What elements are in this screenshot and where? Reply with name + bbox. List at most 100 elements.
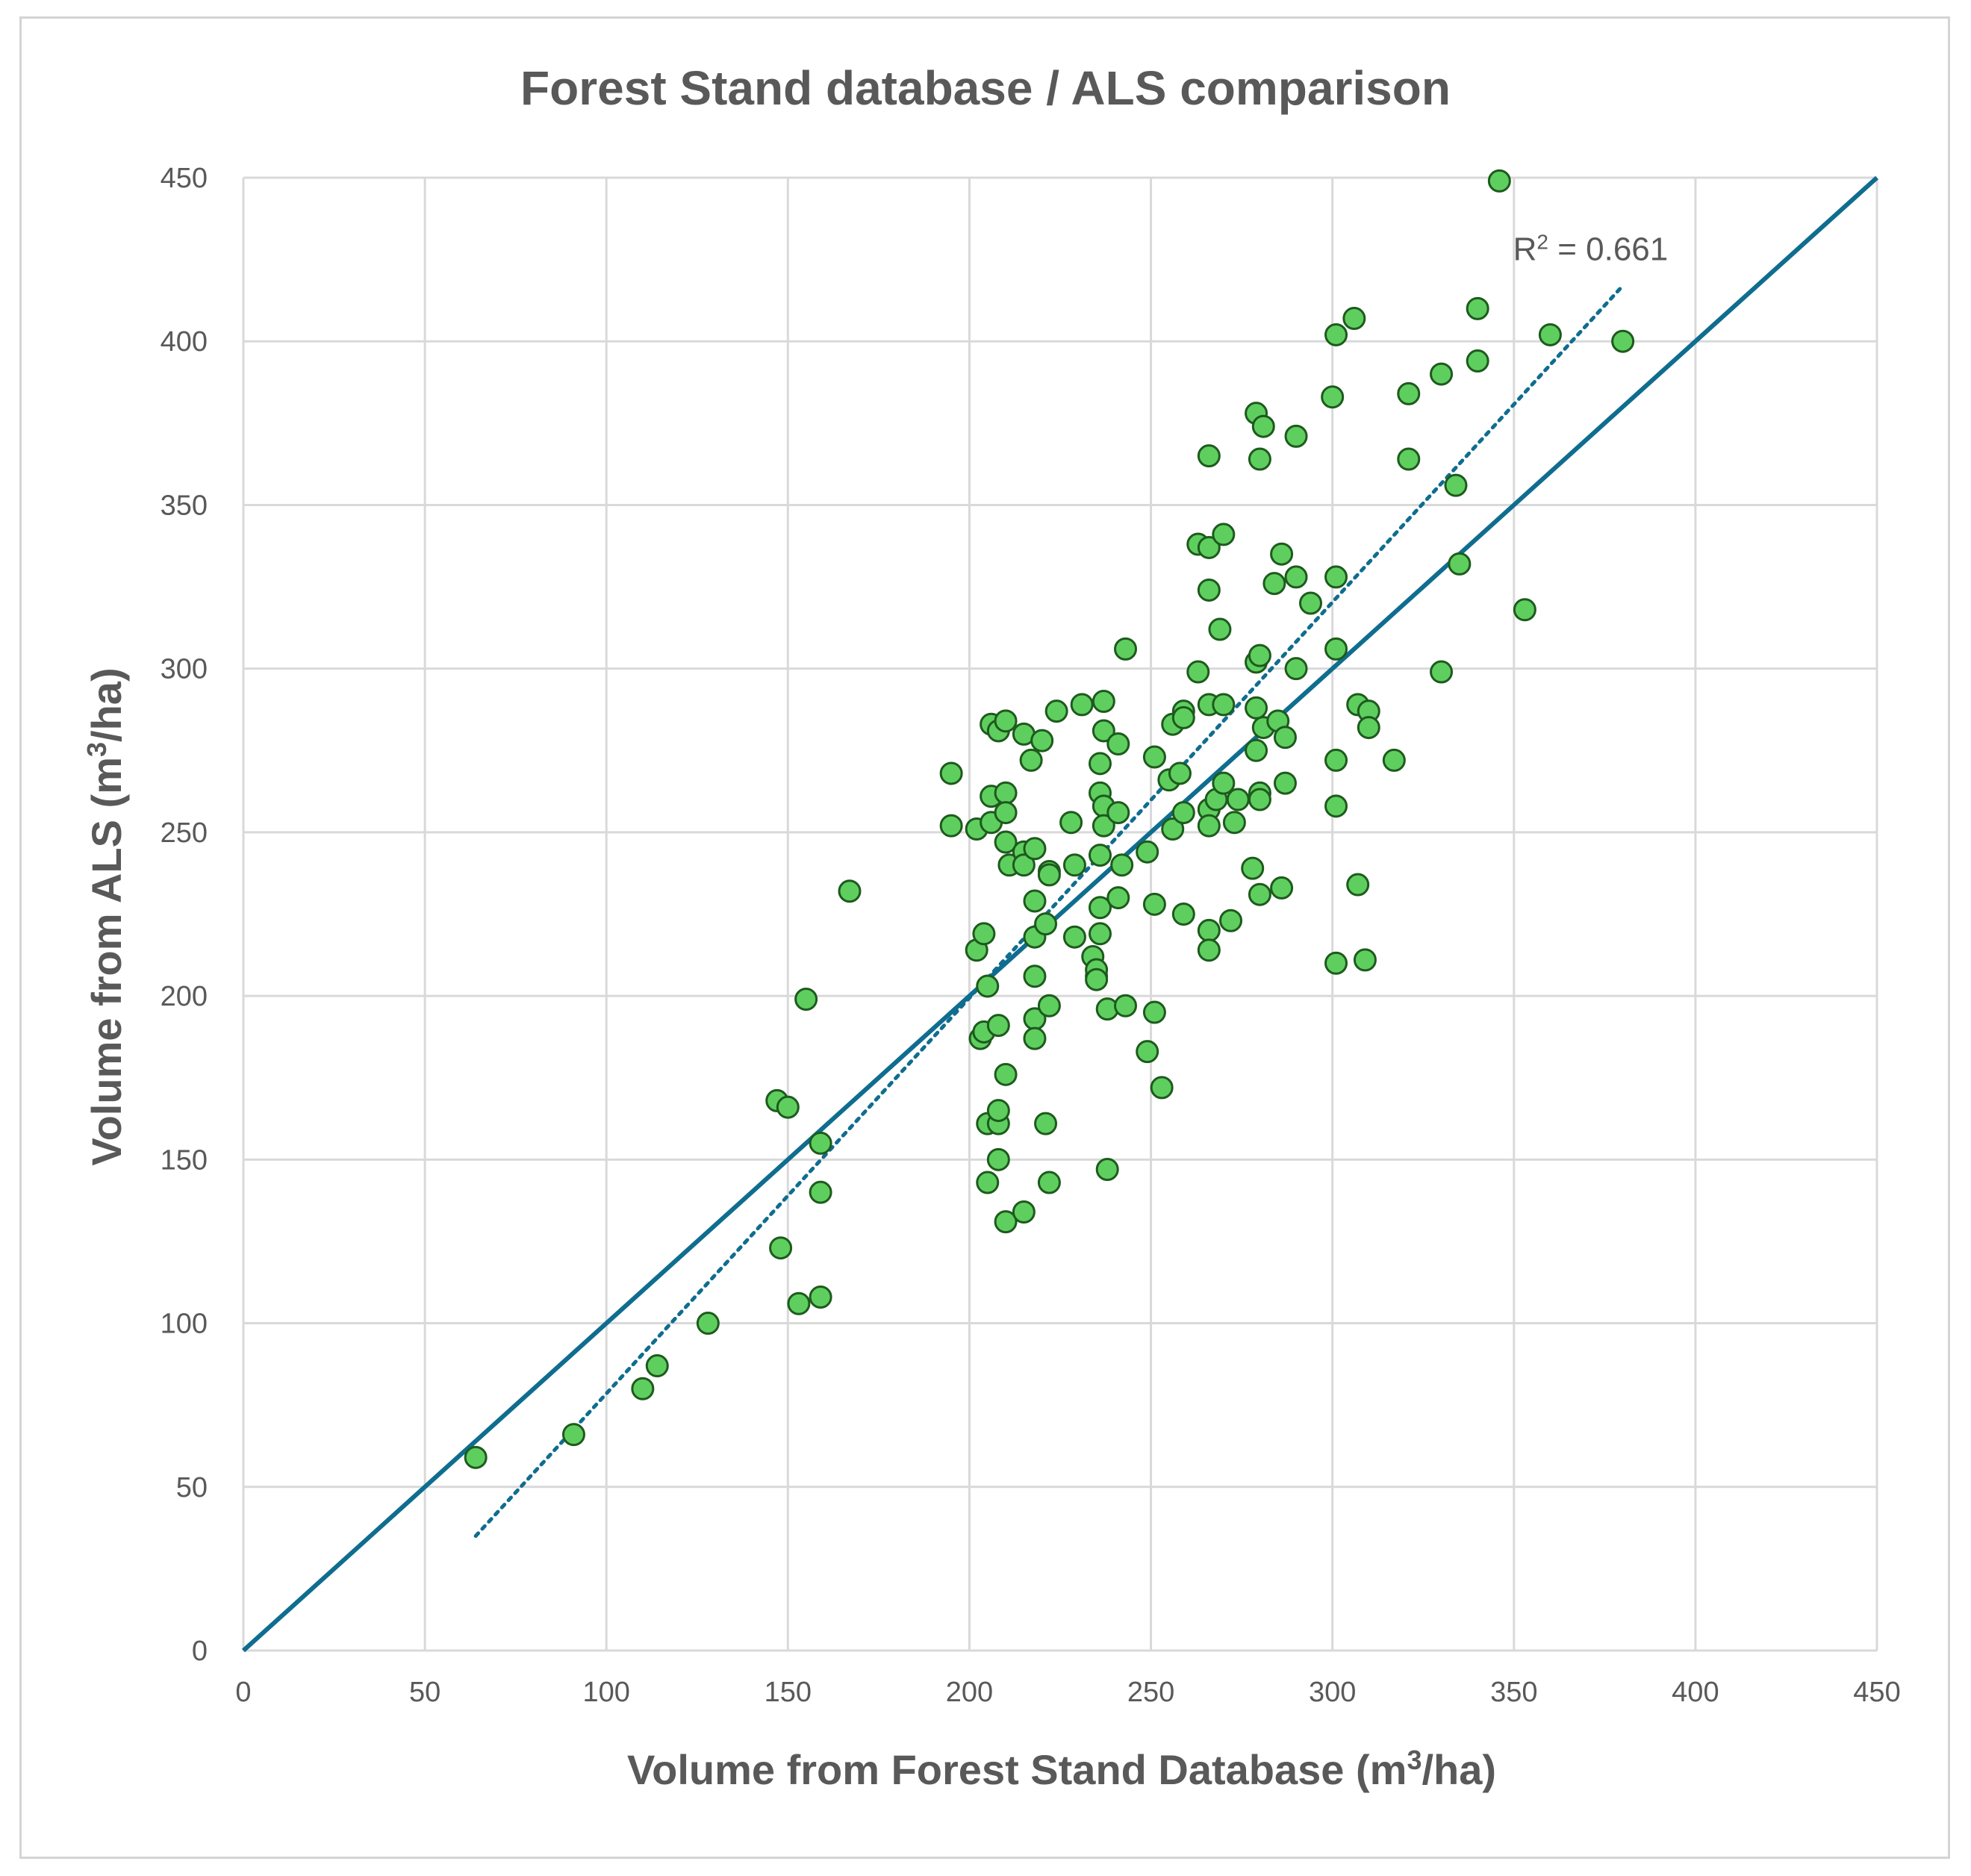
data-point bbox=[787, 1291, 811, 1315]
data-point bbox=[1197, 578, 1221, 602]
data-point bbox=[976, 974, 1000, 998]
data-points bbox=[464, 169, 1635, 1469]
data-point bbox=[1324, 637, 1348, 661]
data-point bbox=[1142, 745, 1166, 769]
data-point bbox=[1212, 693, 1236, 717]
x-axis-title: Volume from Forest Stand Database (m3/ha… bbox=[627, 1745, 1496, 1794]
data-point bbox=[1382, 748, 1406, 772]
data-point bbox=[1088, 844, 1112, 867]
data-point bbox=[1466, 296, 1489, 320]
data-point bbox=[1262, 572, 1286, 596]
data-point bbox=[776, 1095, 800, 1119]
data-point bbox=[1342, 307, 1366, 331]
data-point bbox=[1070, 693, 1094, 717]
x-tick-label: 50 bbox=[409, 1677, 440, 1708]
data-point bbox=[1059, 811, 1083, 835]
data-point bbox=[1444, 473, 1468, 497]
data-point bbox=[994, 1062, 1018, 1086]
data-point bbox=[1241, 856, 1265, 880]
data-point bbox=[1346, 873, 1370, 897]
data-point bbox=[1538, 322, 1562, 346]
trend-line bbox=[473, 284, 1625, 1539]
data-point bbox=[464, 1445, 488, 1469]
data-point bbox=[1219, 909, 1243, 932]
data-point bbox=[1611, 329, 1635, 353]
data-point bbox=[1284, 657, 1308, 681]
data-point bbox=[994, 801, 1018, 825]
data-point bbox=[1023, 837, 1047, 861]
data-point bbox=[1321, 385, 1345, 409]
data-point bbox=[1273, 726, 1297, 750]
grid-lines bbox=[242, 176, 1878, 1652]
data-point bbox=[1106, 886, 1130, 910]
data-point bbox=[994, 709, 1018, 733]
data-point bbox=[1168, 761, 1192, 785]
x-tick-label: 200 bbox=[946, 1677, 993, 1708]
data-point bbox=[1088, 922, 1112, 946]
data-point bbox=[1037, 994, 1061, 1018]
data-point bbox=[939, 814, 963, 838]
data-point bbox=[1142, 892, 1166, 916]
r-squared-annotation: R2 = 0.661 bbox=[1513, 230, 1669, 268]
data-point bbox=[1298, 591, 1322, 615]
data-point bbox=[986, 1014, 1010, 1038]
data-point bbox=[1062, 853, 1086, 877]
y-axis-title: Volume from ALS (m3/ha) bbox=[81, 667, 131, 1165]
data-point bbox=[1197, 814, 1221, 838]
data-point bbox=[1251, 414, 1275, 438]
data-point bbox=[1019, 748, 1043, 772]
data-point bbox=[1487, 169, 1511, 193]
data-point bbox=[1106, 732, 1130, 756]
data-point bbox=[994, 781, 1018, 805]
data-point bbox=[1513, 598, 1536, 622]
data-point bbox=[1150, 1076, 1174, 1100]
data-point bbox=[1324, 322, 1348, 346]
data-point bbox=[994, 1210, 1018, 1234]
data-point bbox=[1030, 729, 1054, 752]
y-tick-label: 300 bbox=[161, 654, 208, 685]
data-point bbox=[1171, 705, 1195, 729]
data-point bbox=[1324, 748, 1348, 772]
data-point bbox=[1212, 771, 1236, 795]
data-point bbox=[696, 1312, 720, 1336]
data-point bbox=[1273, 771, 1297, 795]
y-tick-label: 50 bbox=[176, 1472, 208, 1503]
y-tick-label: 250 bbox=[161, 817, 208, 849]
data-point bbox=[1197, 444, 1221, 468]
x-tick-label: 400 bbox=[1672, 1677, 1719, 1708]
data-point bbox=[1023, 1026, 1047, 1050]
data-point bbox=[1222, 811, 1246, 835]
y-tick-labels: 0 50 100 150 200 250 300 350 400 450 bbox=[161, 163, 208, 1667]
data-point bbox=[1023, 889, 1047, 913]
data-point bbox=[1324, 951, 1348, 975]
data-point bbox=[1248, 643, 1271, 667]
y-tick-label: 0 bbox=[192, 1636, 208, 1667]
data-point bbox=[1088, 896, 1112, 920]
data-point bbox=[1092, 814, 1115, 838]
data-point bbox=[1092, 719, 1115, 743]
x-tick-label: 300 bbox=[1309, 1677, 1356, 1708]
data-point bbox=[939, 761, 963, 785]
data-point bbox=[1106, 801, 1130, 825]
data-point bbox=[1012, 853, 1036, 877]
data-point bbox=[1270, 542, 1294, 566]
data-point bbox=[838, 879, 862, 903]
data-point bbox=[1171, 801, 1195, 825]
data-point bbox=[976, 1171, 1000, 1194]
data-point bbox=[1208, 617, 1232, 641]
data-point bbox=[1197, 918, 1221, 942]
x-tick-label: 150 bbox=[765, 1677, 812, 1708]
data-point bbox=[1248, 447, 1271, 471]
data-point bbox=[1171, 903, 1195, 926]
y-tick-label: 200 bbox=[161, 981, 208, 1012]
data-point bbox=[1197, 938, 1221, 962]
data-point bbox=[794, 987, 818, 1011]
data-point bbox=[1284, 424, 1308, 448]
y-tick-label: 150 bbox=[161, 1144, 208, 1176]
data-point bbox=[769, 1236, 793, 1260]
reference-line bbox=[241, 175, 1879, 1653]
data-point bbox=[1186, 660, 1210, 684]
data-point bbox=[809, 1131, 832, 1155]
data-point bbox=[1248, 788, 1271, 811]
data-point bbox=[645, 1354, 669, 1378]
